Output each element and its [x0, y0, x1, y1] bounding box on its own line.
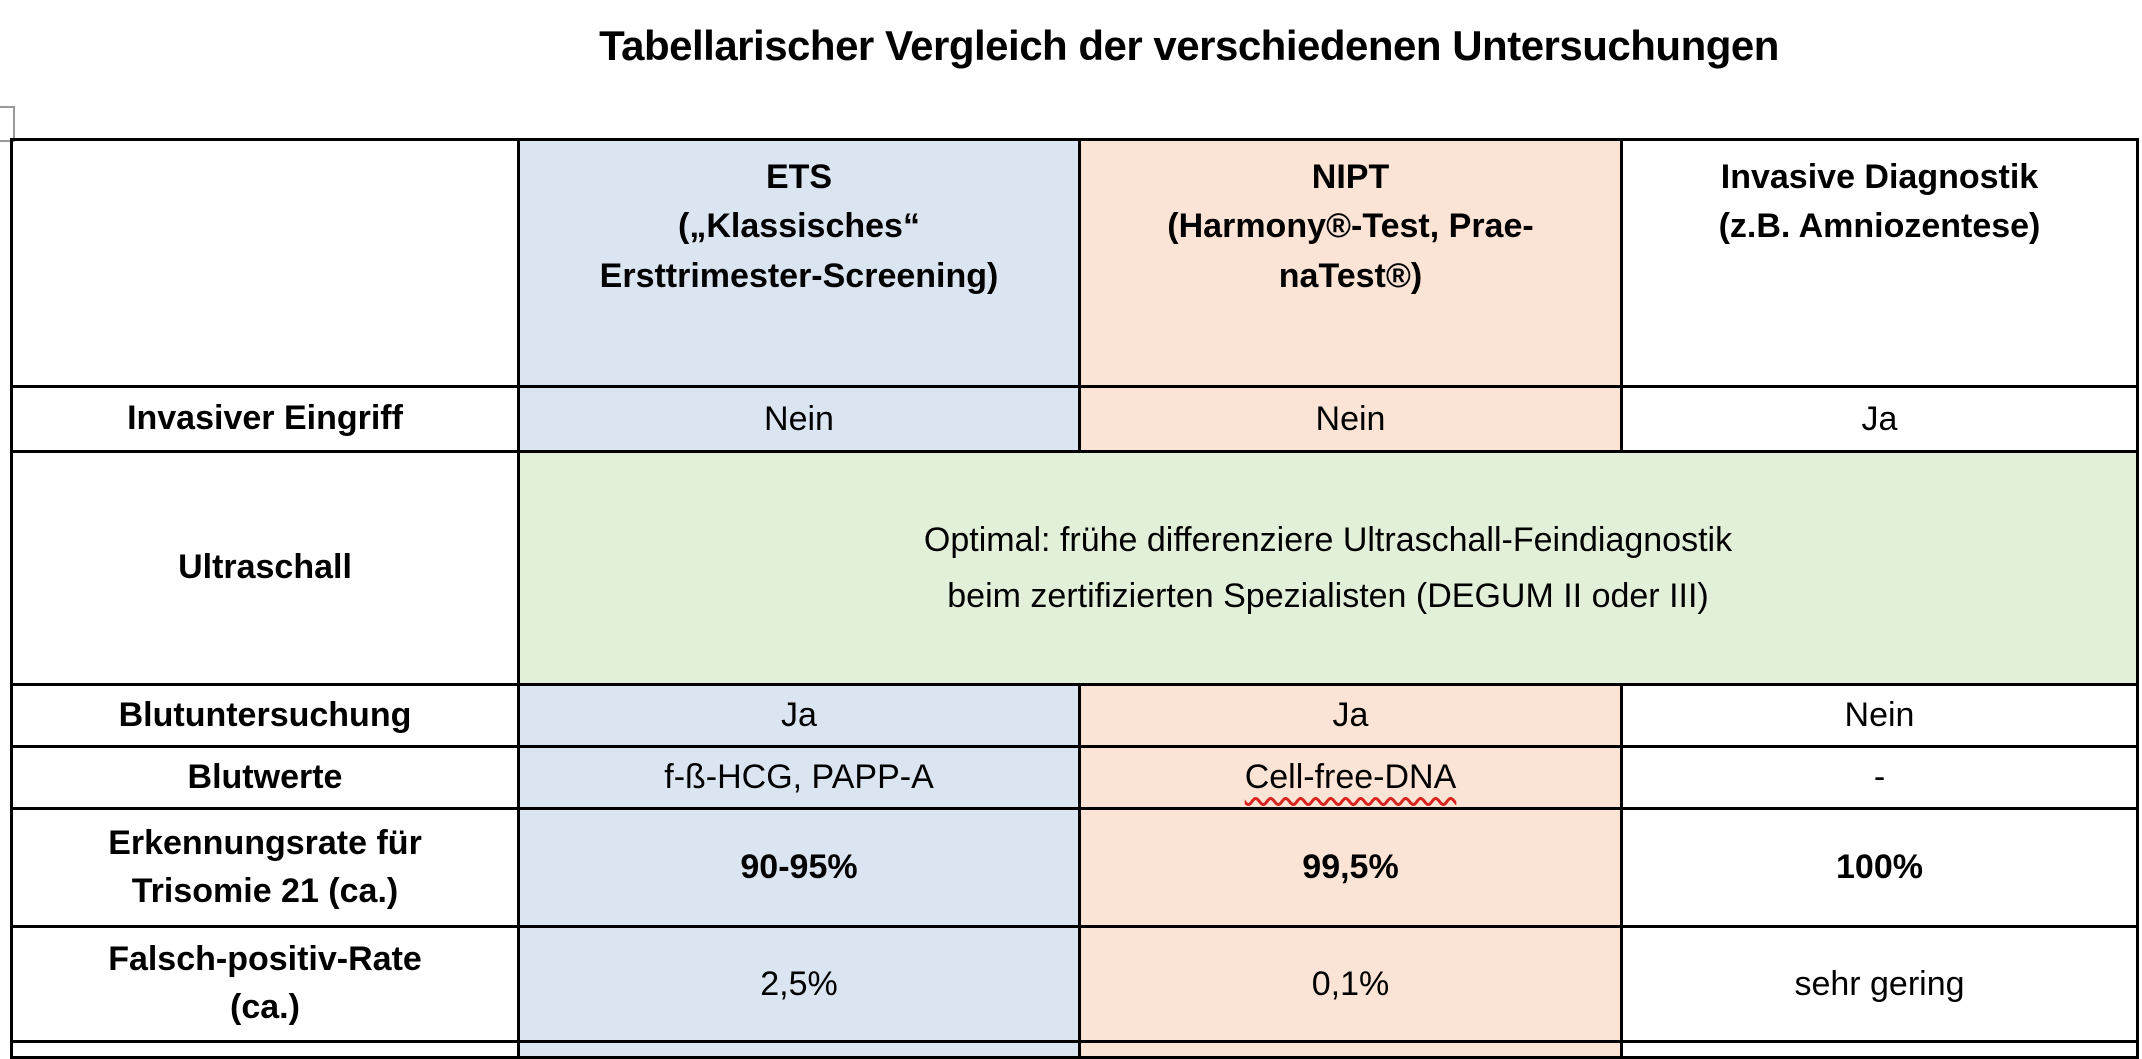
row-label: Ultraschall	[10, 450, 520, 686]
cell-invasive: Nein	[1620, 683, 2139, 748]
cell-ets: 2,5%	[517, 925, 1081, 1043]
table-row-erkennungsrate: Erkennungsrate für Trisomie 21 (ca.) 90-…	[10, 807, 2139, 928]
row-label: Blutwerte	[10, 745, 520, 810]
cell-ets: f-ß-HCG, PAPP-A	[517, 745, 1081, 810]
table-anchor-handle[interactable]	[0, 106, 15, 142]
spellchecked-text: Cell-free-DNA	[1244, 758, 1457, 796]
cell-cutoff	[1620, 1040, 2139, 1059]
row-label: Falsch-positiv-Rate (ca.)	[10, 925, 520, 1043]
table-row-falsch-positiv-rate: Falsch-positiv-Rate (ca.) 2,5% 0,1% sehr…	[10, 925, 2139, 1043]
cell-cutoff	[517, 1040, 1081, 1059]
page-title: Tabellarischer Vergleich der verschieden…	[599, 22, 1779, 69]
cell-invasive: -	[1620, 745, 2139, 810]
cell-ets: 90-95%	[517, 807, 1081, 928]
table-header-row: ETS („Klassisches“ Ersttrimester-Screeni…	[10, 138, 2139, 388]
cut-off-row	[10, 1040, 2139, 1059]
header-cell-invasive: Invasive Diagnostik (z.B. Amniozentese)	[1620, 138, 2139, 388]
cell-nipt: 99,5%	[1078, 807, 1623, 928]
cell-invasive: 100%	[1620, 807, 2139, 928]
cell-nipt: 0,1%	[1078, 925, 1623, 1043]
cell-nipt: Cell-free-DNA	[1078, 745, 1623, 810]
header-cell-nipt: NIPT (Harmony®-Test, Prae- naTest®)	[1078, 138, 1623, 388]
row-label: Erkennungsrate für Trisomie 21 (ca.)	[10, 807, 520, 928]
header-cell-empty	[10, 138, 520, 388]
row-label: Invasiver Eingriff	[10, 385, 520, 453]
header-cell-ets: ETS („Klassisches“ Ersttrimester-Screeni…	[517, 138, 1081, 388]
cell-nipt: Nein	[1078, 385, 1623, 453]
cell-ets: Nein	[517, 385, 1081, 453]
cell-invasive: Ja	[1620, 385, 2139, 453]
cell-ultraschall-merged: Optimal: frühe differenziere Ultraschall…	[517, 450, 2139, 686]
table-row-ultraschall: Ultraschall Optimal: frühe differenziere…	[10, 450, 2139, 686]
comparison-table: ETS („Klassisches“ Ersttrimester-Screeni…	[10, 138, 2139, 1059]
cell-invasive: sehr gering	[1620, 925, 2139, 1043]
table-row-invasiver-eingriff: Invasiver Eingriff Nein Nein Ja	[10, 385, 2139, 453]
cell-cutoff	[1078, 1040, 1623, 1059]
cell-nipt: Ja	[1078, 683, 1623, 748]
table-row-blutwerte: Blutwerte f-ß-HCG, PAPP-A Cell-free-DNA …	[10, 745, 2139, 810]
row-label: Blutuntersuchung	[10, 683, 520, 748]
cell-ets: Ja	[517, 683, 1081, 748]
cell-cutoff	[10, 1040, 520, 1059]
table-row-blutuntersuchung: Blutuntersuchung Ja Ja Nein	[10, 683, 2139, 748]
